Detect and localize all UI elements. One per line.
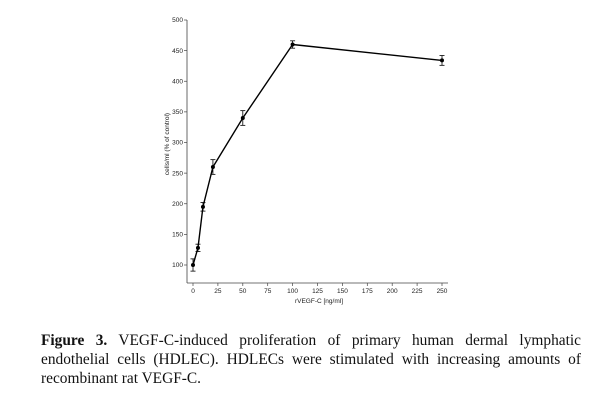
proliferation-chart: 100 150 200 250 300 350 400 450 500 0 25 50 75 100 125… <box>164 17 448 305</box>
y-tick-label: 200 <box>172 201 183 208</box>
data-point <box>290 42 295 47</box>
x-tick-label: 100 <box>287 288 298 295</box>
y-tick-label: 250 <box>172 170 183 177</box>
axes <box>186 20 448 284</box>
data-point <box>210 165 215 169</box>
series-line <box>192 43 443 266</box>
x-tick-label: 25 <box>214 288 222 295</box>
y-tick-label: 100 <box>172 262 183 269</box>
y-tick-label: 150 <box>172 232 183 239</box>
x-tick-label: 150 <box>337 288 348 295</box>
y-tick-label: 450 <box>172 48 183 55</box>
tick-labels: 100 150 200 250 300 350 400 450 500 0 25 50 75 100 125… <box>172 17 448 295</box>
y-axis-title: cells/ml (% of control) <box>164 113 171 175</box>
figure-label: Figure 3. <box>41 332 108 349</box>
data-point <box>191 263 195 267</box>
x-axis-title: rVEGF-C [ng/ml] <box>295 298 343 305</box>
tick-marks <box>184 19 443 286</box>
y-tick-label: 300 <box>172 140 183 147</box>
data-series <box>190 40 445 272</box>
x-tick-label: 125 <box>312 288 323 295</box>
data-point <box>440 58 444 63</box>
x-tick-label: 250 <box>437 288 448 295</box>
x-tick-label: 75 <box>264 288 272 295</box>
data-point <box>240 116 245 120</box>
y-tick-label: 350 <box>172 109 183 116</box>
data-point <box>200 204 205 209</box>
x-tick-label: 225 <box>412 288 423 295</box>
caption-text: VEGF-C-induced proliferation of primary … <box>41 332 581 387</box>
figure-caption: Figure 3. VEGF-C-induced proliferation o… <box>41 331 581 388</box>
y-tick-label: 400 <box>172 78 183 85</box>
x-tick-label: 50 <box>239 288 247 295</box>
x-tick-label: 200 <box>387 288 398 295</box>
x-tick-label: 175 <box>362 288 373 295</box>
data-point <box>195 245 200 250</box>
y-tick-label: 500 <box>172 17 183 24</box>
x-tick-label: 0 <box>191 288 195 295</box>
